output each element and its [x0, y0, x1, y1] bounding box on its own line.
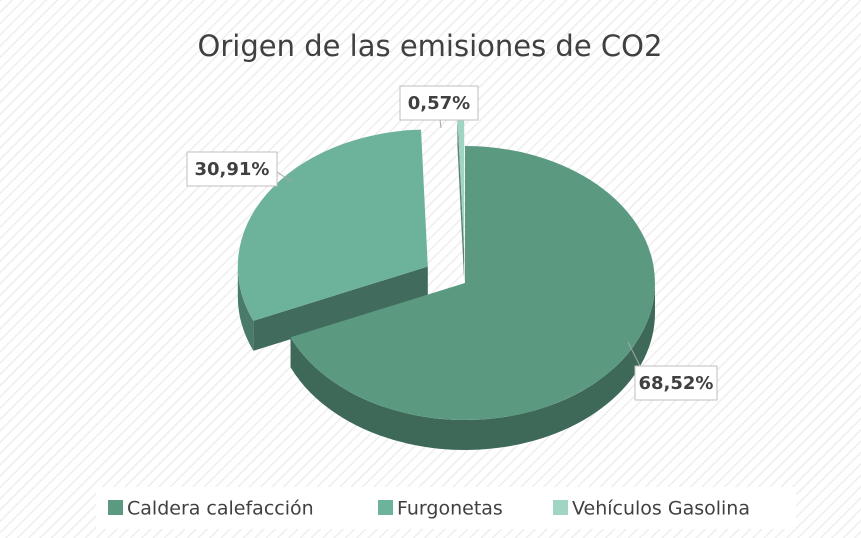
value-labels: 68,52% 30,91% 0,57% — [186, 85, 718, 401]
value-label: 68,52% — [639, 373, 714, 394]
value-label: 0,57% — [408, 93, 470, 114]
leader-line — [439, 119, 442, 129]
slice-wall — [253, 266, 428, 351]
label-box — [399, 85, 479, 121]
slice-wall — [457, 115, 465, 283]
legend-box — [96, 487, 796, 529]
value-label: 30,91% — [195, 159, 270, 180]
legend-label: Vehículos Gasolina — [572, 498, 750, 520]
label-box — [634, 365, 718, 401]
slice — [290, 146, 655, 420]
legend: Caldera calefacción Furgonetas Vehículos G… — [108, 498, 750, 520]
legend-swatch — [378, 500, 393, 515]
label-box — [186, 151, 278, 187]
pie-sides — [237, 115, 655, 451]
leader-line — [276, 171, 293, 183]
legend-swatch — [108, 500, 123, 515]
legend-label: Furgonetas — [397, 498, 503, 520]
slice-side — [290, 283, 655, 451]
slice — [457, 115, 465, 253]
slice-side — [237, 266, 254, 351]
leader-line — [627, 341, 641, 367]
chart-title: Origen de las emisiones de CO2 — [198, 29, 663, 63]
legend-swatch — [553, 500, 568, 515]
legend-label: Caldera calefacción — [127, 498, 314, 520]
